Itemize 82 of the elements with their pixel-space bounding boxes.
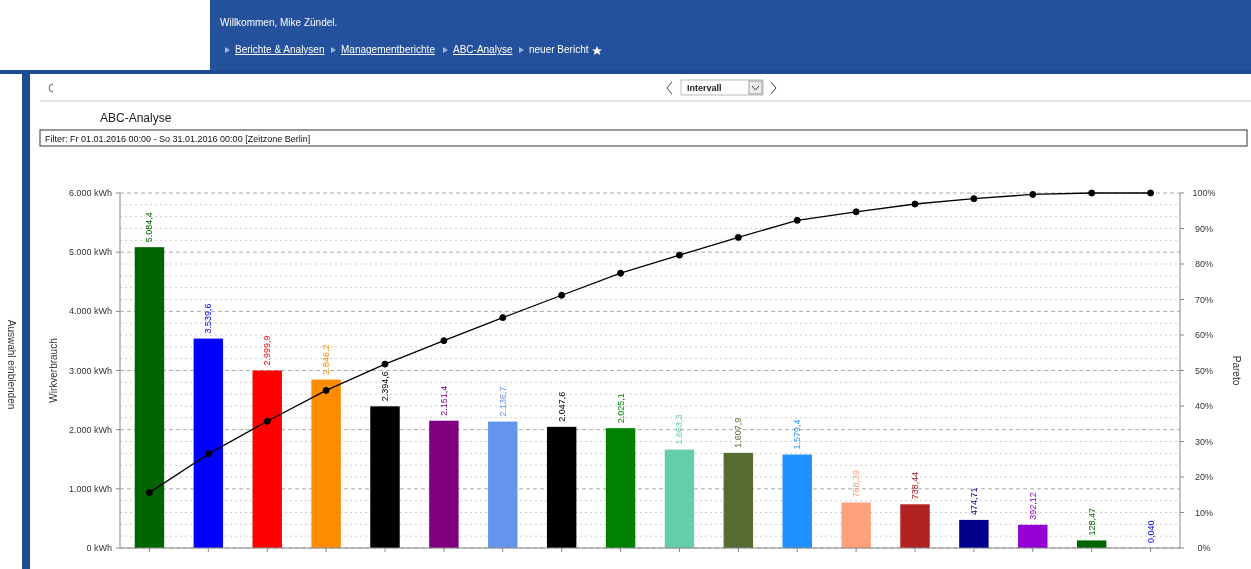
data-label: 2.999,9 (262, 335, 273, 366)
point (322, 386, 330, 394)
data-label: 2.151,4 (438, 385, 449, 416)
data-label: 738,44 (910, 471, 920, 500)
point (675, 251, 683, 259)
data-label: 0,040 (1145, 520, 1156, 543)
text: Intervall (687, 83, 722, 93)
bar (193, 338, 224, 548)
text: Auswahl einblenden (6, 319, 17, 410)
y2-tick-label: 30% (1194, 436, 1214, 447)
text: Berichte & Analysen (235, 44, 325, 55)
y-tick-label: 5.000 kWh (68, 247, 112, 258)
point (499, 314, 507, 322)
y-tick-label: 3.000 kWh (68, 365, 112, 376)
bar (841, 502, 871, 548)
chart-subtitle: Filter: Fr 01.01.2016 00:00 - So 31.01.2016 00:00 [Zeitzone Berlin] (45, 134, 311, 144)
point (617, 269, 625, 277)
point (734, 233, 742, 241)
y-axis-title: Wirkverbrauch (48, 338, 59, 403)
y2-tick-label: 40% (1194, 401, 1214, 412)
data-label: 2.846,2 (321, 344, 332, 375)
data-label: 1.607,9 (733, 417, 744, 448)
y-tick-label: 2.000 kWh (68, 424, 112, 435)
y2-tick-label: 60% (1194, 330, 1214, 341)
bar (959, 519, 989, 548)
point (558, 291, 566, 299)
data-label: 1.579,4 (792, 419, 803, 450)
point (204, 450, 212, 458)
point (145, 489, 153, 497)
data-label: 2.025,1 (615, 393, 626, 424)
bar (723, 452, 754, 548)
point (1029, 190, 1037, 198)
data-label: 128,47 (1086, 507, 1097, 536)
bar (664, 449, 695, 548)
y-tick-label: 4.000 kWh (68, 306, 112, 317)
y2-tick-label: 20% (1194, 472, 1214, 483)
bar (429, 420, 459, 548)
bar (311, 379, 341, 548)
point (793, 216, 801, 224)
bar (605, 428, 636, 548)
y2-axis-title: Pareto (1231, 355, 1242, 386)
bar (1076, 540, 1107, 548)
point (970, 195, 978, 203)
bar (1018, 524, 1048, 548)
data-label: 768,39 (851, 470, 862, 498)
point (1088, 189, 1096, 197)
y2-tick-label: 70% (1194, 294, 1214, 305)
data-label: 392,12 (1027, 492, 1038, 520)
data-label: 5.084,4 (144, 212, 155, 243)
y2-tick-label: 80% (1194, 259, 1214, 270)
point (263, 417, 271, 425)
y2-tick-label: 90% (1194, 223, 1214, 234)
point (911, 200, 919, 208)
text: Willkommen, Mike Zündel. (220, 17, 338, 28)
y2-tick-label: 0% (1197, 543, 1211, 554)
point (852, 208, 860, 216)
bar (488, 421, 518, 548)
data-label: 2.047,6 (556, 391, 567, 422)
bar (546, 426, 577, 548)
data-label: 474,71 (968, 487, 979, 515)
text: neuer Bericht (529, 44, 589, 55)
y2-tick-label: 100% (1192, 188, 1216, 199)
bar (370, 406, 400, 548)
point (1147, 189, 1155, 197)
data-label: 2.394,6 (380, 371, 390, 402)
text: ABC-Analyse (453, 44, 513, 55)
y-tick-label: 1.000 kWh (68, 483, 112, 494)
bar (900, 504, 930, 548)
text: Managementberichte (341, 44, 436, 55)
data-label: 3.539,6 (203, 303, 214, 334)
y2-tick-label: 10% (1194, 507, 1214, 518)
bar (134, 247, 165, 548)
data-label: 2.136,7 (497, 386, 508, 417)
y2-tick-label: 50% (1194, 365, 1214, 376)
chart-title: ABC-Analyse (100, 111, 172, 125)
point (440, 337, 448, 345)
bar (252, 370, 282, 548)
data-label: 1.663,3 (674, 414, 685, 445)
y-tick-label: 0 kWh (86, 543, 112, 554)
y-tick-label: 6.000 kWh (68, 188, 112, 199)
bar (782, 454, 812, 548)
point (381, 360, 389, 368)
